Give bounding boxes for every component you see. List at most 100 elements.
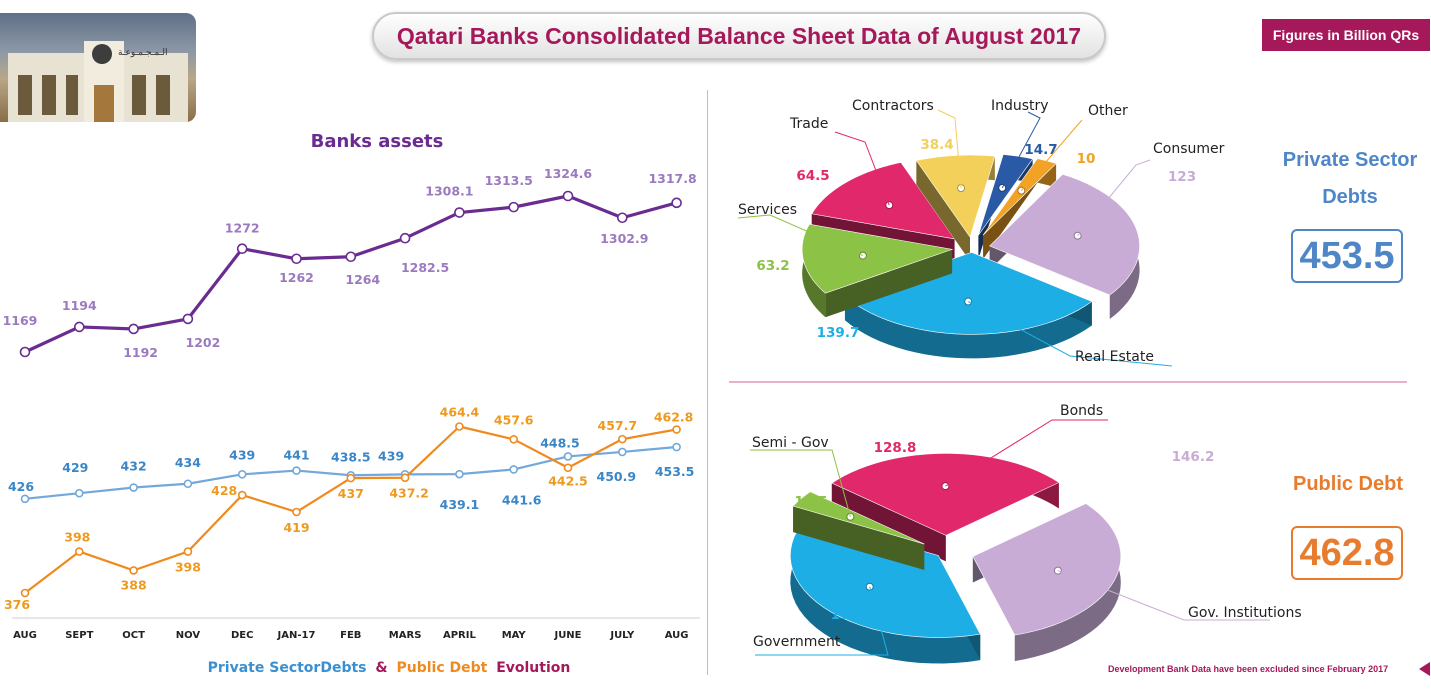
public-debt-pie-slice-top (831, 453, 1060, 536)
x-tick-label: AUG (13, 630, 37, 641)
assets-point (454, 207, 465, 218)
private-debt-pie-slice-label: Services (738, 202, 797, 218)
private-debt-pie-slice (801, 223, 954, 318)
private-debt-pie-slice (915, 154, 996, 262)
private-debt-pie-slice-top (844, 252, 1093, 335)
private-debt-title: Private Sector Debts (1282, 149, 1418, 208)
x-tick-label: JAN-17 (277, 630, 316, 641)
pie-charts: Trade 64.5 Contractors 38.4 Industry 14.7 Othe… (737, 98, 1302, 664)
debt-title-private: Private SectorDebts (208, 660, 367, 676)
assets-point (128, 323, 139, 335)
private-debt-data-label: 426 (8, 479, 34, 494)
public-debt-pie-slice (792, 491, 925, 571)
private-debt-pie-slice-label: Trade (789, 116, 828, 132)
assets-data-label: 1264 (345, 272, 380, 287)
assets-point (399, 232, 411, 244)
assets-point (291, 253, 302, 265)
private-debt-pie-slice-value: 63.2 (756, 258, 789, 274)
public-debt-data-label: 462.8 (654, 410, 694, 425)
private-debt-pie-slice-wall (825, 249, 953, 318)
private-debt-point (75, 488, 84, 498)
private-debt-pie-slice-label: Other (1088, 103, 1128, 119)
private-debt-pie-leader-line (737, 214, 864, 257)
public-debt-data-label: 457.6 (494, 412, 534, 427)
assets-data-label: 1282.5 (401, 260, 449, 275)
units-badge: Figures in Billion QRs (1262, 19, 1430, 51)
private-debt-pie-slice (989, 173, 1140, 320)
public-debt-point (672, 425, 681, 434)
public-debt-point (75, 547, 84, 556)
public-debt-point (292, 507, 301, 517)
assets-point (19, 346, 31, 358)
private-debt-point (129, 483, 138, 492)
private-debt-pie-slice-wall (916, 160, 971, 262)
public-debt-pie-slice-value: 15.5 (794, 494, 827, 510)
public-debt-data-label: 457.7 (598, 418, 638, 433)
private-debt-pie-leader-line (1077, 159, 1151, 237)
assets-data-label: 1308.1 (425, 184, 473, 199)
public-debt-pie-slice (790, 517, 981, 664)
public-debt-pie-slice-label: Gov. Institutions (1188, 605, 1302, 621)
public-debt-data-label: 376 (4, 597, 30, 612)
assets-data-label: 1202 (186, 335, 221, 350)
assets-data-label: 1169 (3, 313, 38, 328)
private-debt-pie-slice-top (989, 173, 1140, 296)
public-debt-data-label: 398 (175, 560, 201, 575)
private-debt-pie-leader-line (1001, 111, 1041, 189)
private-debt-pie-slice-label: Industry (991, 98, 1049, 114)
private-debt-data-label: 439.1 (440, 497, 480, 512)
public-debt-total: 462.8 (1291, 526, 1403, 580)
private-debt-pie-slice-top (811, 162, 956, 240)
page-title: Qatari Banks Consolidated Balance Sheet … (372, 12, 1106, 60)
private-debt-pie-slice (844, 252, 1093, 359)
horizontal-divider (729, 381, 1407, 383)
public-debt-data-label: 398 (64, 530, 90, 545)
assets-point (182, 313, 194, 325)
private-debt-pie-slice-top (978, 154, 1034, 236)
assets-data-label: 1272 (225, 221, 260, 236)
private-debt-point (509, 465, 519, 474)
public-debt-point (20, 588, 30, 598)
public-debt-pie-slice-side (1014, 503, 1121, 662)
assets-data-label: 1324.6 (544, 166, 593, 181)
assets-data-label: 1317.8 (648, 171, 696, 186)
x-tick-label: MAY (502, 630, 527, 641)
public-debt-data-label: 464.4 (440, 405, 480, 420)
private-debt-data-label: 441 (283, 448, 309, 463)
private-debt-pie-slice-value: 123 (1168, 169, 1196, 185)
assets-data-label: 1302.9 (600, 231, 648, 246)
public-debt-point (183, 547, 193, 556)
public-debt-pie-leader-line (1057, 570, 1270, 621)
public-debt-point (563, 463, 573, 473)
public-debt-data-label: 437.2 (389, 486, 429, 501)
line-charts: Banks assets AUG SEPT OCT NOV DEC JAN-17 FEB MA… (3, 131, 700, 676)
public-debt-point (400, 473, 410, 483)
public-debt-data-label: 442.5 (548, 474, 588, 489)
private-debt-point (292, 466, 301, 475)
assets-data-label: 1192 (123, 345, 158, 360)
private-debt-pie-leader-line (967, 301, 1173, 367)
private-debt-pie-slice-top (915, 154, 996, 238)
public-debt-pie-slice-top (790, 517, 981, 638)
private-debt-pie-slice-dot (858, 251, 867, 260)
x-tick-label: AUG (665, 630, 689, 641)
assets-point (616, 212, 628, 224)
private-debt-point (672, 442, 681, 452)
private-debt-pie-slice-value: 38.4 (920, 137, 953, 153)
private-debt-pie-slice-label: Consumer (1153, 141, 1225, 157)
private-debt-pie-leader-line (1020, 119, 1083, 191)
private-debt-data-label: 439 (378, 448, 404, 463)
private-debt-pie-slice-value: 64.5 (796, 168, 829, 184)
x-tick-label: JUNE (553, 630, 581, 641)
assets-point (345, 251, 357, 263)
assets-point (562, 190, 574, 202)
x-tick-label: FEB (340, 630, 361, 641)
debt-title-amp: & (375, 660, 387, 676)
private-debt-point (183, 479, 193, 489)
assets-point (671, 197, 682, 209)
public-debt-pie-slice-label: Bonds (1060, 403, 1103, 419)
public-debt-pie-leader-line (750, 449, 851, 517)
private-debt-data-label: 429 (62, 460, 88, 475)
public-debt-data-label: 419 (283, 520, 309, 535)
x-tick-label: APRIL (443, 630, 476, 641)
